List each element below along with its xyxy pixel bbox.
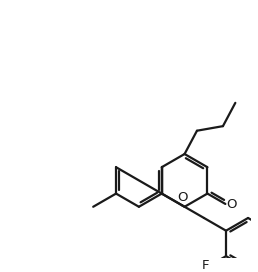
Text: O: O — [177, 191, 188, 203]
Text: F: F — [201, 259, 209, 272]
Text: O: O — [226, 198, 237, 211]
